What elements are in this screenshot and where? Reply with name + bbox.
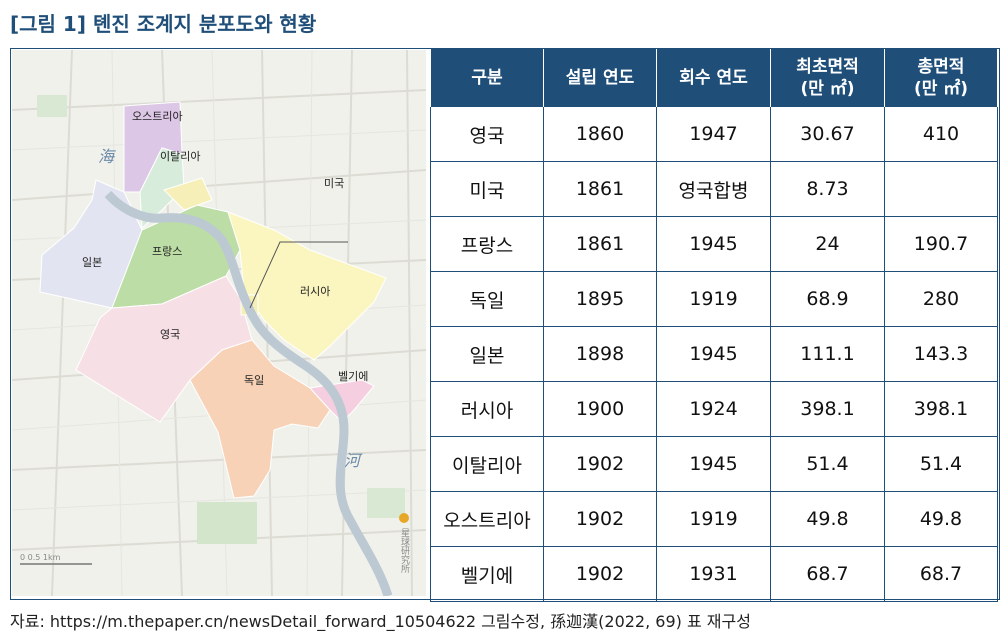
table-row: 러시아 1900 1924 398.1 398.1 (430, 381, 998, 437)
publisher-logo-text: 星球研究所 (399, 528, 410, 574)
cell-initial-area: 111.1 (770, 326, 885, 382)
cell-returned: 1919 (656, 271, 771, 327)
cell-country: 오스트리아 (430, 491, 544, 547)
cell-established: 1861 (543, 161, 657, 217)
germany-concession-area (189, 339, 331, 499)
cell-total-area: 49.8 (884, 491, 998, 547)
cell-total-area: 398.1 (884, 381, 998, 437)
table-row: 오스트리아 1902 1919 49.8 49.8 (430, 491, 998, 547)
cell-returned: 1919 (656, 491, 771, 547)
table-row: 영국 1860 1947 30.67 410 (430, 107, 998, 162)
cell-returned: 1945 (656, 326, 771, 382)
river-name-hai: 海 (98, 147, 116, 166)
header-category-label: 구분 (471, 68, 503, 88)
park-area (367, 488, 405, 518)
header-returned-label: 회수 연도 (679, 68, 748, 88)
cell-country: 벨기에 (430, 546, 544, 602)
cell-total-area: 410 (884, 107, 998, 162)
figure-caption: 톈진 조계지 분포도와 현황 (92, 12, 317, 36)
map-label-germany: 독일 (244, 373, 264, 387)
cell-total-area: 51.4 (884, 436, 998, 492)
header-total-area: 총면적 (만 ㎡) (884, 49, 998, 107)
concession-table: 구분 설립 연도 회수 연도 최초면적 (만 ㎡) 총면적 (만 ㎡) 영국 1860… (430, 49, 998, 602)
cell-total-area (884, 161, 998, 217)
header-initial-area-unit: (만 ㎡) (800, 79, 855, 99)
map-label-japan: 일본 (82, 255, 102, 269)
table-header: 구분 설립 연도 회수 연도 최초면적 (만 ㎡) 총면적 (만 ㎡) (430, 49, 998, 107)
cell-initial-area: 30.67 (770, 107, 885, 162)
table-row: 프랑스 1861 1945 24 190.7 (430, 216, 998, 272)
cell-established: 1902 (543, 436, 657, 492)
cell-established: 1902 (543, 491, 657, 547)
figure-number: [그림 1] (10, 12, 86, 36)
map-label-britain: 영국 (160, 328, 180, 341)
cell-initial-area: 51.4 (770, 436, 885, 492)
cell-initial-area: 68.9 (770, 271, 885, 327)
cell-initial-area: 398.1 (770, 381, 885, 437)
map-label-italy: 이탈리아 (160, 150, 200, 163)
cell-country: 이탈리아 (430, 436, 544, 492)
map-label-russia: 러시아 (300, 285, 330, 298)
header-category: 구분 (430, 49, 544, 107)
header-established-year: 설립 연도 (543, 49, 657, 107)
table-row: 일본 1898 1945 111.1 143.3 (430, 326, 998, 382)
cell-country: 독일 (430, 271, 544, 327)
cell-established: 1900 (543, 381, 657, 437)
publisher-logo-icon (399, 513, 409, 523)
header-total-area-label: 총면적 (917, 57, 965, 77)
cell-returned: 1924 (656, 381, 771, 437)
cell-country: 영국 (430, 107, 544, 162)
usa-concession-area (163, 177, 213, 211)
park-area (37, 95, 67, 117)
cell-country: 일본 (430, 326, 544, 382)
cell-total-area: 190.7 (884, 216, 998, 272)
hai-river (104, 190, 393, 596)
header-initial-area-label: 최초면적 (796, 57, 859, 77)
usa-leader-line (249, 241, 348, 309)
table-row: 벨기에 1902 1931 68.7 68.7 (430, 546, 998, 602)
figure-title: [그림 1] 톈진 조계지 분포도와 현황 (10, 8, 316, 37)
cell-established: 1895 (543, 271, 657, 327)
cell-established: 1898 (543, 326, 657, 382)
header-initial-area: 최초면적 (만 ㎡) (770, 49, 885, 107)
japan-concession-area (39, 179, 143, 309)
cell-total-area: 68.7 (884, 546, 998, 602)
source-note: 자료: https://m.thepaper.cn/newsDetail_for… (10, 612, 751, 631)
cell-country: 프랑스 (430, 216, 544, 272)
table-row: 독일 1895 1919 68.9 280 (430, 271, 998, 327)
map-label-belgium: 벨기에 (338, 370, 368, 383)
map-svg: 오스트리아 이탈리아 미국 일본 프랑스 러시아 영국 독일 벨기에 海 河 0… (12, 50, 426, 596)
park-area (197, 502, 257, 544)
header-established-label: 설립 연도 (565, 68, 635, 88)
map-label-austria: 오스트리아 (132, 110, 183, 123)
cell-returned: 1947 (656, 107, 771, 162)
cell-established: 1861 (543, 216, 657, 272)
table-body: 영국 1860 1947 30.67 410 미국 1861 영국합병 8.73 프랑스 186… (430, 107, 998, 602)
header-total-area-unit: (만 ㎡) (913, 79, 969, 99)
cell-returned: 1945 (656, 216, 771, 272)
concession-map: 오스트리아 이탈리아 미국 일본 프랑스 러시아 영국 독일 벨기에 海 河 0… (12, 50, 426, 596)
table-row: 미국 1861 영국합병 8.73 (430, 161, 998, 217)
table-row: 이탈리아 1902 1945 51.4 51.4 (430, 436, 998, 492)
header-returned-year: 회수 연도 (656, 49, 771, 107)
cell-established: 1860 (543, 107, 657, 162)
river-name-he: 河 (344, 451, 363, 470)
cell-initial-area: 49.8 (770, 491, 885, 547)
cell-country: 러시아 (430, 381, 544, 437)
cell-returned: 1931 (656, 546, 771, 602)
cell-established: 1902 (543, 546, 657, 602)
map-label-france: 프랑스 (152, 245, 182, 258)
cell-initial-area: 8.73 (770, 161, 885, 217)
cell-total-area: 280 (884, 271, 998, 327)
cell-returned: 1945 (656, 436, 771, 492)
cell-initial-area: 68.7 (770, 546, 885, 602)
cell-initial-area: 24 (770, 216, 885, 272)
cell-total-area: 143.3 (884, 326, 998, 382)
map-label-usa: 미국 (324, 177, 344, 190)
scale-bar-label: 0 0.5 1km (20, 553, 61, 562)
cell-returned: 영국합병 (656, 161, 771, 217)
cell-country: 미국 (430, 161, 544, 217)
